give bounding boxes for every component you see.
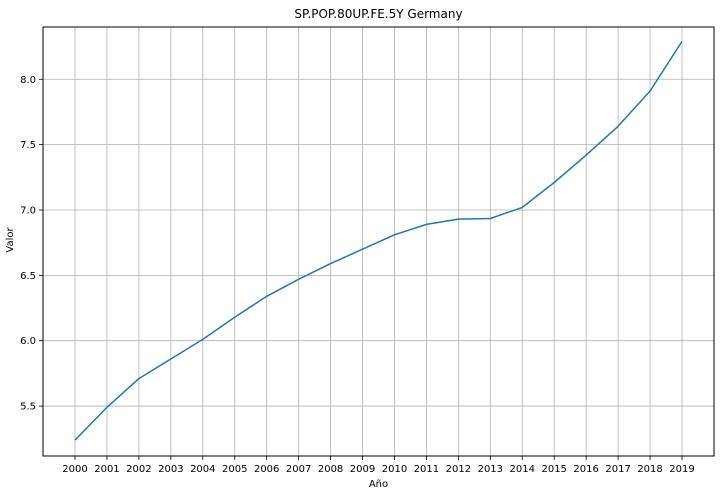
x-tick-label: 2004	[190, 464, 215, 475]
x-tick-label: 2006	[254, 464, 279, 475]
x-tick-label: 2008	[318, 464, 343, 475]
x-axis-label: Año	[369, 479, 388, 490]
y-tick-label: 7.5	[20, 140, 36, 151]
grid-lines	[43, 27, 714, 456]
y-tick-label: 8.0	[20, 75, 36, 86]
x-tick-label: 2019	[669, 464, 694, 475]
x-tick-label: 2003	[158, 464, 183, 475]
y-tick-label: 5.5	[20, 402, 36, 413]
y-tick-label: 6.5	[20, 271, 36, 282]
x-tick-label: 2001	[94, 464, 119, 475]
x-tick-label: 2016	[573, 464, 598, 475]
chart-title: SP.POP.80UP.FE.5Y Germany	[294, 7, 462, 21]
x-tick-label: 2011	[414, 464, 439, 475]
plot-frame	[42, 26, 715, 457]
x-tick-label: 2010	[382, 464, 407, 475]
x-tick-label: 2002	[126, 464, 151, 475]
x-tick-label: 2012	[446, 464, 471, 475]
y-tick-label: 7.0	[20, 205, 36, 216]
y-axis-label: Valor	[5, 227, 16, 253]
y-tick-label: 6.0	[20, 336, 36, 347]
x-tick-label: 2017	[605, 464, 630, 475]
x-tick-label: 2014	[510, 464, 535, 475]
series-line	[74, 40, 683, 441]
x-tick-label: 2018	[637, 464, 662, 475]
x-tick-label: 2009	[350, 464, 375, 475]
series-layer	[74, 40, 683, 441]
axis-ticks: 2000 2001 2002 2003 2004 2005 2006 2007 2008 2009…	[20, 75, 695, 475]
x-tick-label: 2013	[478, 464, 503, 475]
x-tick-label: 2005	[222, 464, 247, 475]
x-tick-label: 2000	[62, 464, 87, 475]
x-tick-label: 2015	[541, 464, 566, 475]
x-tick-label: 2007	[286, 464, 311, 475]
